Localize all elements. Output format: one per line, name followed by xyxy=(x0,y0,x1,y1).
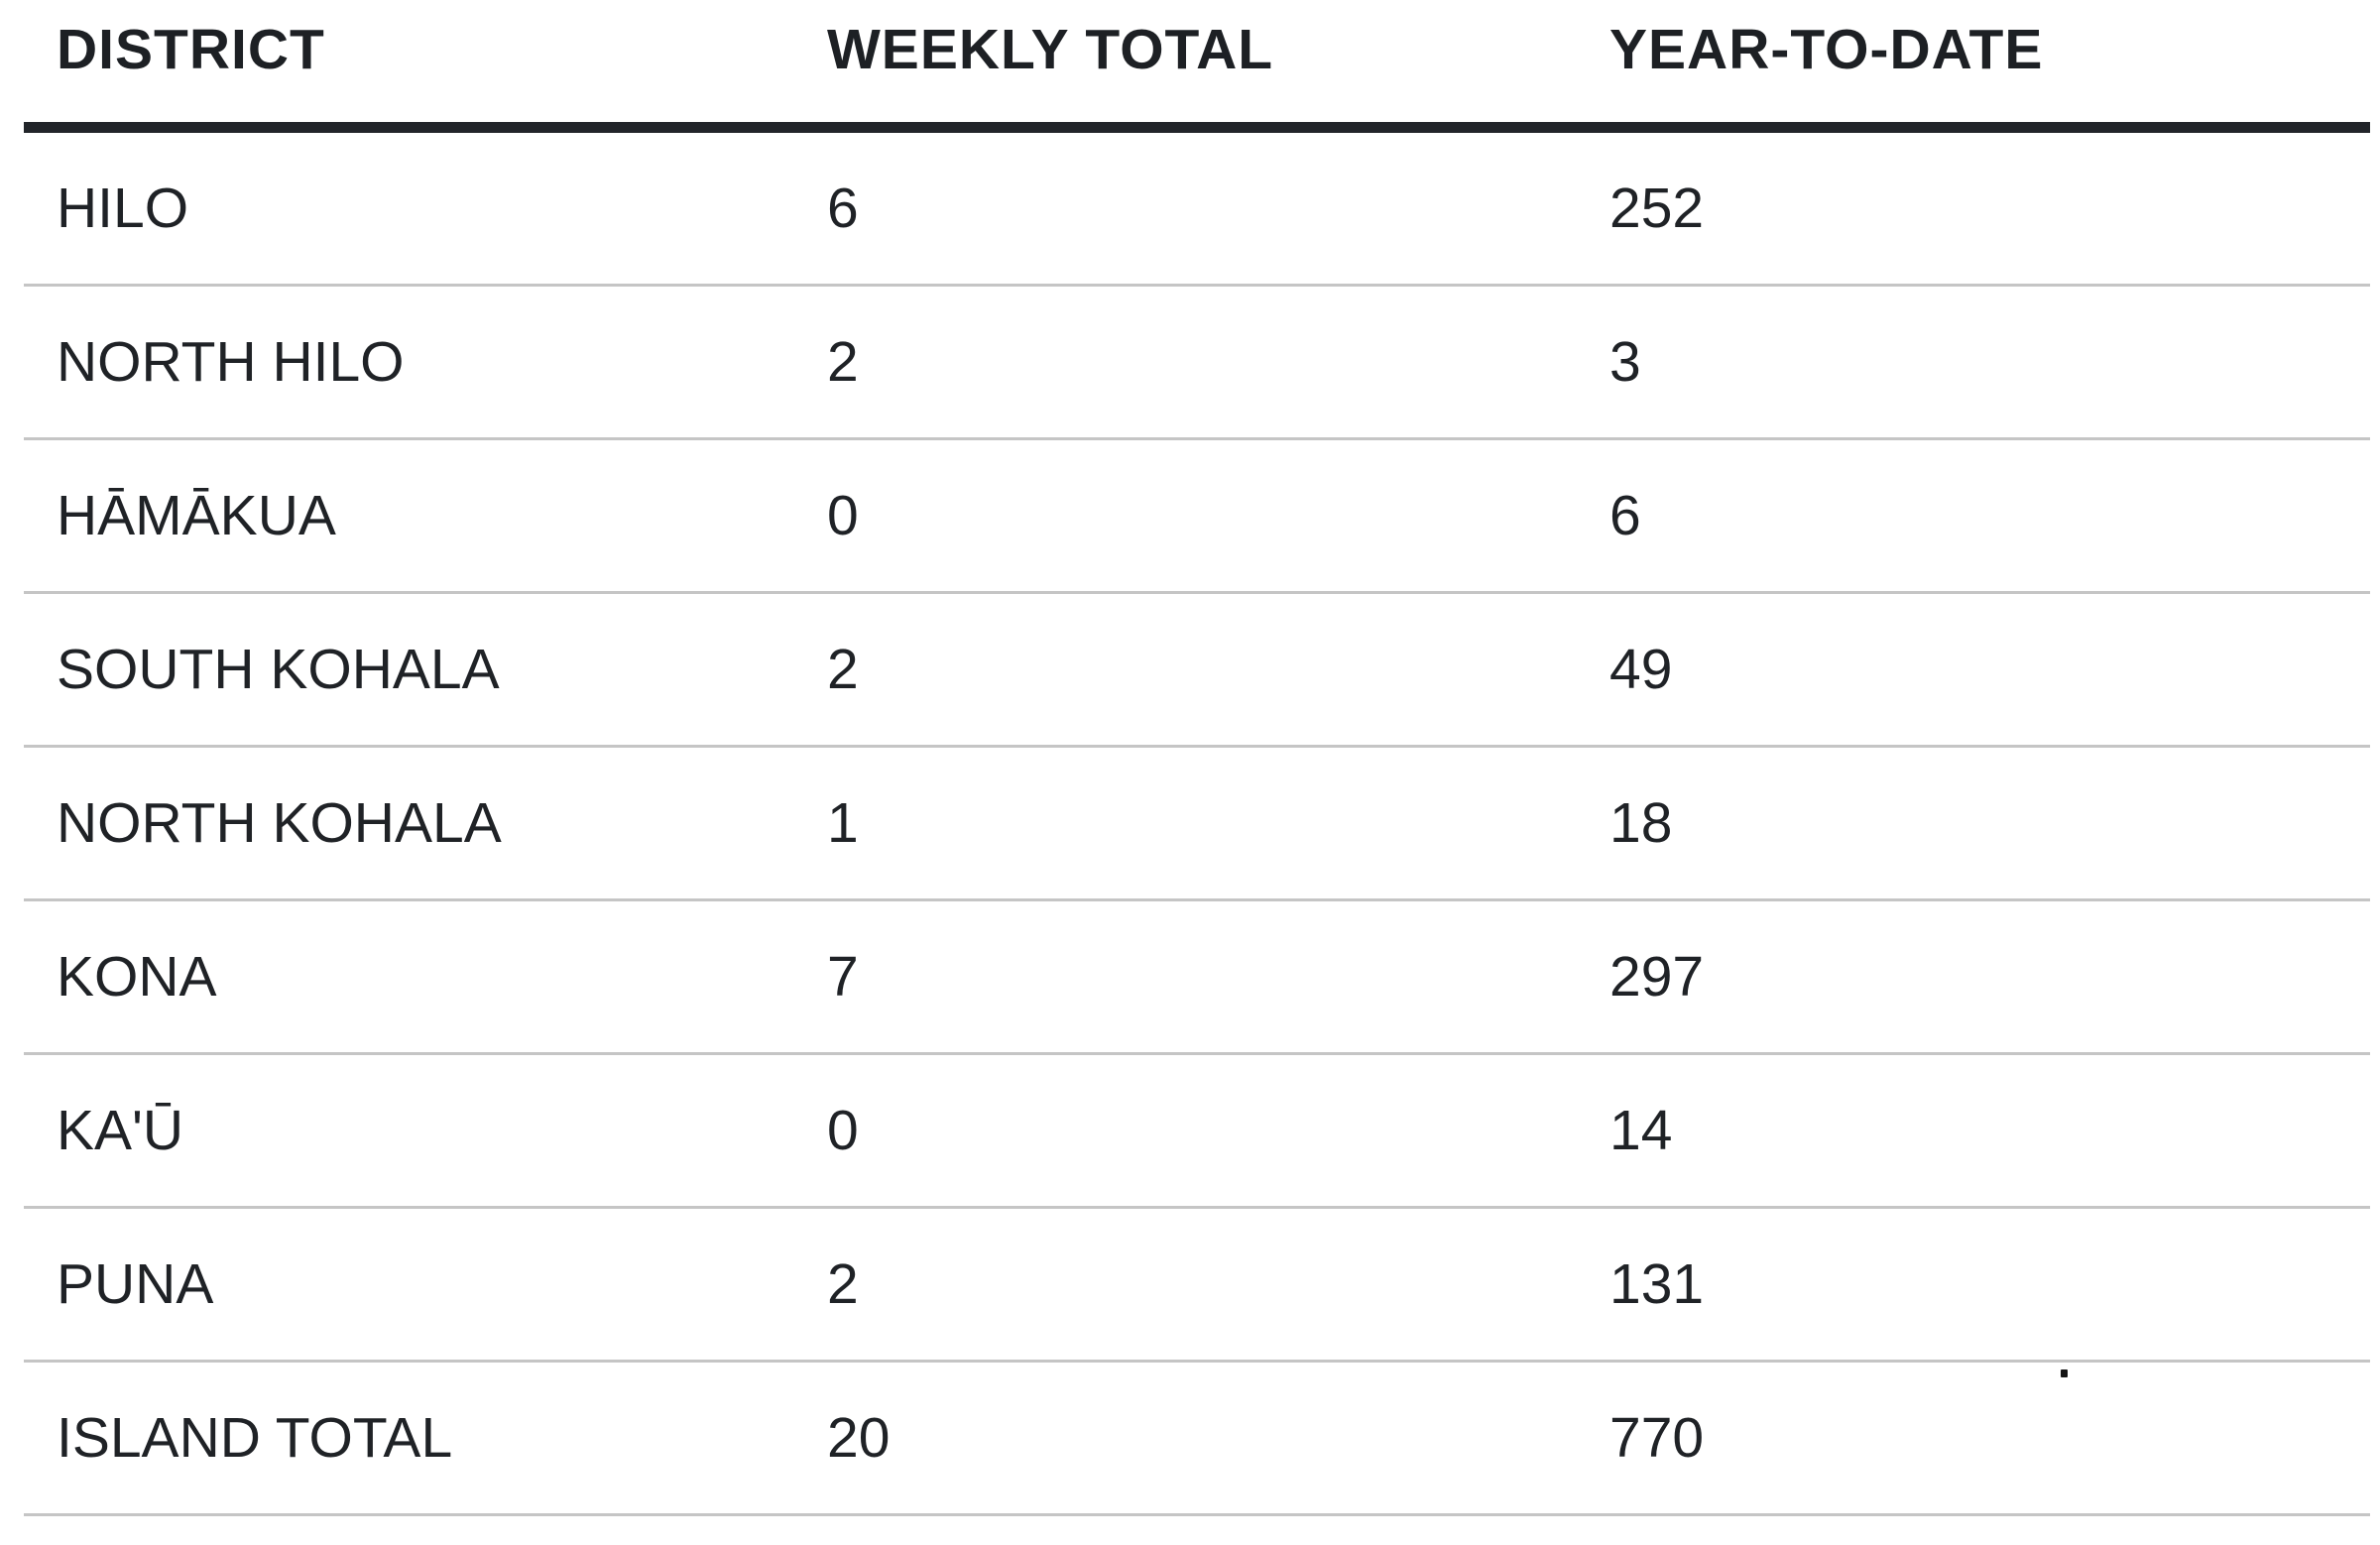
table-row: NORTH HILO 2 3 xyxy=(24,285,2370,440)
weekly-total-cell: 2 xyxy=(827,592,1609,748)
table-row: KA'Ū 0 14 xyxy=(24,1053,2370,1209)
weekly-total-cell: 2 xyxy=(827,285,1609,440)
weekly-total-cell: 7 xyxy=(827,899,1609,1055)
year-to-date-cell: 6 xyxy=(1609,438,2370,594)
weekly-total-cell: 6 xyxy=(827,127,1609,287)
col-header-weekly-total: WEEKLY TOTAL xyxy=(827,0,1609,133)
table-row: KONA 7 297 xyxy=(24,899,2370,1055)
district-cell: PUNA xyxy=(24,1207,827,1363)
table-row: NORTH KOHALA 1 18 xyxy=(24,746,2370,901)
weekly-total-cell: 2 xyxy=(827,1207,1609,1363)
district-cell: HILO xyxy=(24,127,827,287)
year-to-date-cell: 770 xyxy=(1609,1361,2370,1516)
year-to-date-cell: 14 xyxy=(1609,1053,2370,1209)
header-row: DISTRICT WEEKLY TOTAL YEAR-TO-DATE xyxy=(24,0,2370,133)
district-cell: HĀMĀKUA xyxy=(24,438,827,594)
table-row: PUNA 2 131 xyxy=(24,1207,2370,1363)
weekly-total-cell: 0 xyxy=(827,1053,1609,1209)
district-cell: ISLAND TOTAL xyxy=(24,1361,827,1516)
district-cell: KA'Ū xyxy=(24,1053,827,1209)
stray-dot-artifact xyxy=(2061,1369,2068,1377)
table-row: SOUTH KOHALA 2 49 xyxy=(24,592,2370,748)
table-row: HILO 6 252 xyxy=(24,127,2370,287)
district-cell: NORTH KOHALA xyxy=(24,746,827,901)
weekly-total-cell: 20 xyxy=(827,1361,1609,1516)
table-body: HILO 6 252 NORTH HILO 2 3 HĀMĀKUA 0 6 SOUTH KOHAL… xyxy=(24,127,2370,1516)
year-to-date-cell: 297 xyxy=(1609,899,2370,1055)
weekly-total-cell: 1 xyxy=(827,746,1609,901)
district-cell: NORTH HILO xyxy=(24,285,827,440)
year-to-date-cell: 49 xyxy=(1609,592,2370,748)
year-to-date-cell: 252 xyxy=(1609,127,2370,287)
year-to-date-cell: 18 xyxy=(1609,746,2370,901)
col-header-district: DISTRICT xyxy=(24,0,827,133)
weekly-total-cell: 0 xyxy=(827,438,1609,594)
table-row: ISLAND TOTAL 20 770 xyxy=(24,1361,2370,1516)
table-row: HĀMĀKUA 0 6 xyxy=(24,438,2370,594)
year-to-date-cell: 131 xyxy=(1609,1207,2370,1363)
district-cell: SOUTH KOHALA xyxy=(24,592,827,748)
col-header-year-to-date: YEAR-TO-DATE xyxy=(1609,0,2370,133)
district-cell: KONA xyxy=(24,899,827,1055)
year-to-date-cell: 3 xyxy=(1609,285,2370,440)
district-stats-table: DISTRICT WEEKLY TOTAL YEAR-TO-DATE HILO 6… xyxy=(24,0,2370,1516)
